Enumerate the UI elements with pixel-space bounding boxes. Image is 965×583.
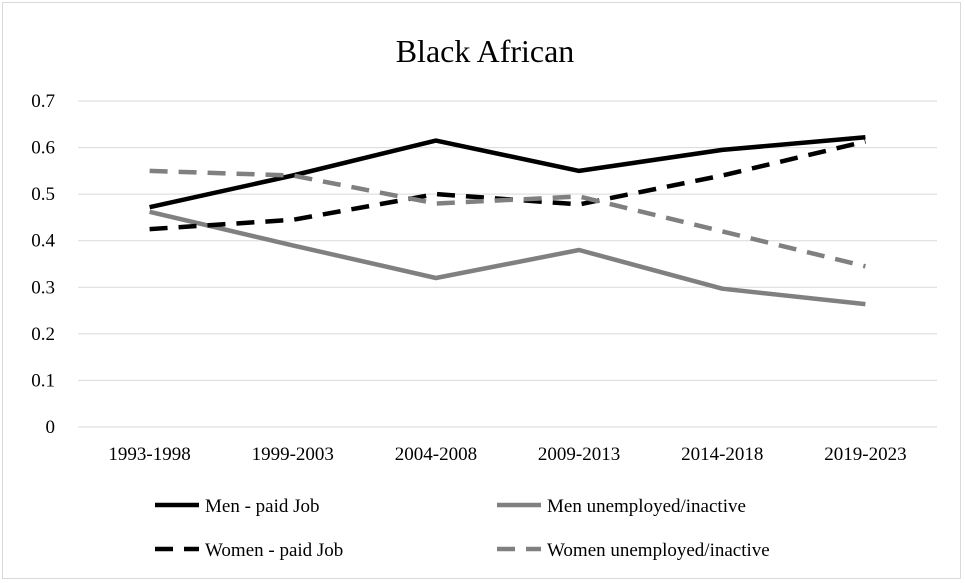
series-line-1 bbox=[149, 135, 866, 210]
chart-title: Black African bbox=[396, 33, 575, 69]
legend-label: Women - paid Job bbox=[205, 540, 343, 561]
x-axis-tick-labels: 1993-1998 1999-2003 2004-2008 2009-2013 2014… bbox=[108, 444, 906, 465]
x-tick-label: 2004-2008 bbox=[395, 444, 477, 465]
y-tick-label: 0.6 bbox=[31, 138, 55, 159]
x-tick-label: 1993-1998 bbox=[108, 444, 190, 465]
x-tick-label: 2019-2023 bbox=[824, 444, 906, 465]
y-tick-label: 0.5 bbox=[31, 184, 55, 205]
y-tick-label: 0 bbox=[46, 417, 56, 438]
legend-label: Men - paid Job bbox=[205, 496, 320, 517]
legend-label: Men unemployed/inactive bbox=[547, 496, 746, 517]
x-tick-label: 2009-2013 bbox=[538, 444, 620, 465]
x-tick-label: 1999-2003 bbox=[252, 444, 334, 465]
y-tick-label: 0.7 bbox=[31, 91, 55, 112]
legend-label: Women unemployed/inactive bbox=[547, 540, 770, 561]
y-tick-label: 0.1 bbox=[31, 370, 55, 391]
series-line-4 bbox=[149, 168, 866, 269]
y-tick-label: 0.4 bbox=[31, 231, 55, 252]
legend: Men - paid Job Men unemployed/inactive Wom… bbox=[155, 496, 770, 561]
series-lines bbox=[149, 135, 866, 307]
series-line-2 bbox=[149, 209, 866, 307]
gridlines bbox=[78, 100, 937, 428]
y-tick-label: 0.2 bbox=[31, 324, 55, 345]
y-tick-label: 0.3 bbox=[31, 277, 55, 298]
y-axis-tick-labels: 0 0.1 0.2 0.3 0.4 0.5 0.6 0.7 bbox=[31, 91, 55, 438]
x-tick-label: 2014-2018 bbox=[681, 444, 763, 465]
